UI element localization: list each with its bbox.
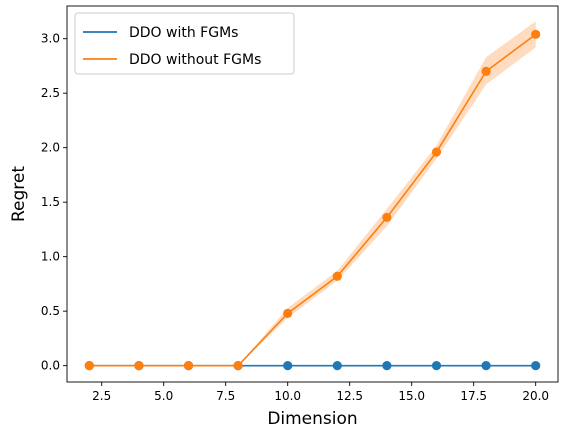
legend-label-1: DDO without FGMs bbox=[129, 52, 261, 68]
series-1-point bbox=[183, 361, 194, 371]
x-tick-label: 17.5 bbox=[460, 389, 487, 403]
y-tick-label: 3.0 bbox=[41, 32, 60, 46]
series-1-point bbox=[84, 361, 94, 371]
series-0-point bbox=[332, 361, 342, 371]
plot-frame bbox=[66, 5, 559, 383]
x-tick-label: 10.0 bbox=[274, 389, 301, 403]
series-0-point bbox=[431, 361, 442, 371]
y-tick-label: 2.0 bbox=[41, 141, 60, 155]
axes: 2.5 5.0 7.5 10.0 12.5 15.0 17.5 20.0 0.0 0.5 1.0 1.… bbox=[41, 5, 559, 403]
y-tick-label: 2.5 bbox=[41, 86, 60, 100]
y-tick-label: 1.5 bbox=[41, 195, 60, 209]
series-1-point bbox=[283, 308, 293, 318]
series-0-point bbox=[531, 361, 541, 371]
x-tick-label: 5.0 bbox=[154, 389, 173, 403]
x-tick-label: 7.5 bbox=[216, 389, 235, 403]
y-tick-label: 0.5 bbox=[41, 304, 60, 318]
series-1-band bbox=[89, 21, 536, 366]
x-tick-label: 2.5 bbox=[92, 389, 111, 403]
series-0-point bbox=[283, 361, 293, 371]
legend-label-0: DDO with FGMs bbox=[129, 25, 238, 41]
y-axis-title: Regret bbox=[9, 166, 29, 222]
series-1-point bbox=[332, 271, 342, 281]
legend: DDO with FGMs DDO without FGMs bbox=[74, 12, 295, 75]
x-tick-label: 20.0 bbox=[522, 389, 549, 403]
legend-box bbox=[74, 12, 295, 75]
x-axis-title: Dimension bbox=[267, 409, 357, 429]
series-1-point bbox=[481, 66, 491, 76]
series-1-point bbox=[233, 361, 243, 371]
x-tick-label: 15.0 bbox=[398, 389, 425, 403]
y-tick-label: 1.0 bbox=[41, 250, 60, 264]
x-tick-label: 12.5 bbox=[336, 389, 363, 403]
series-0-point bbox=[481, 361, 491, 371]
series-1-point bbox=[134, 361, 144, 371]
series-1-point bbox=[382, 212, 392, 223]
series-1-point bbox=[431, 147, 442, 157]
series-0-point bbox=[382, 361, 392, 371]
series-1-line bbox=[89, 33, 537, 367]
plot-area bbox=[84, 21, 541, 371]
y-tick-label: 0.0 bbox=[41, 359, 60, 373]
series-1-point bbox=[531, 29, 541, 39]
